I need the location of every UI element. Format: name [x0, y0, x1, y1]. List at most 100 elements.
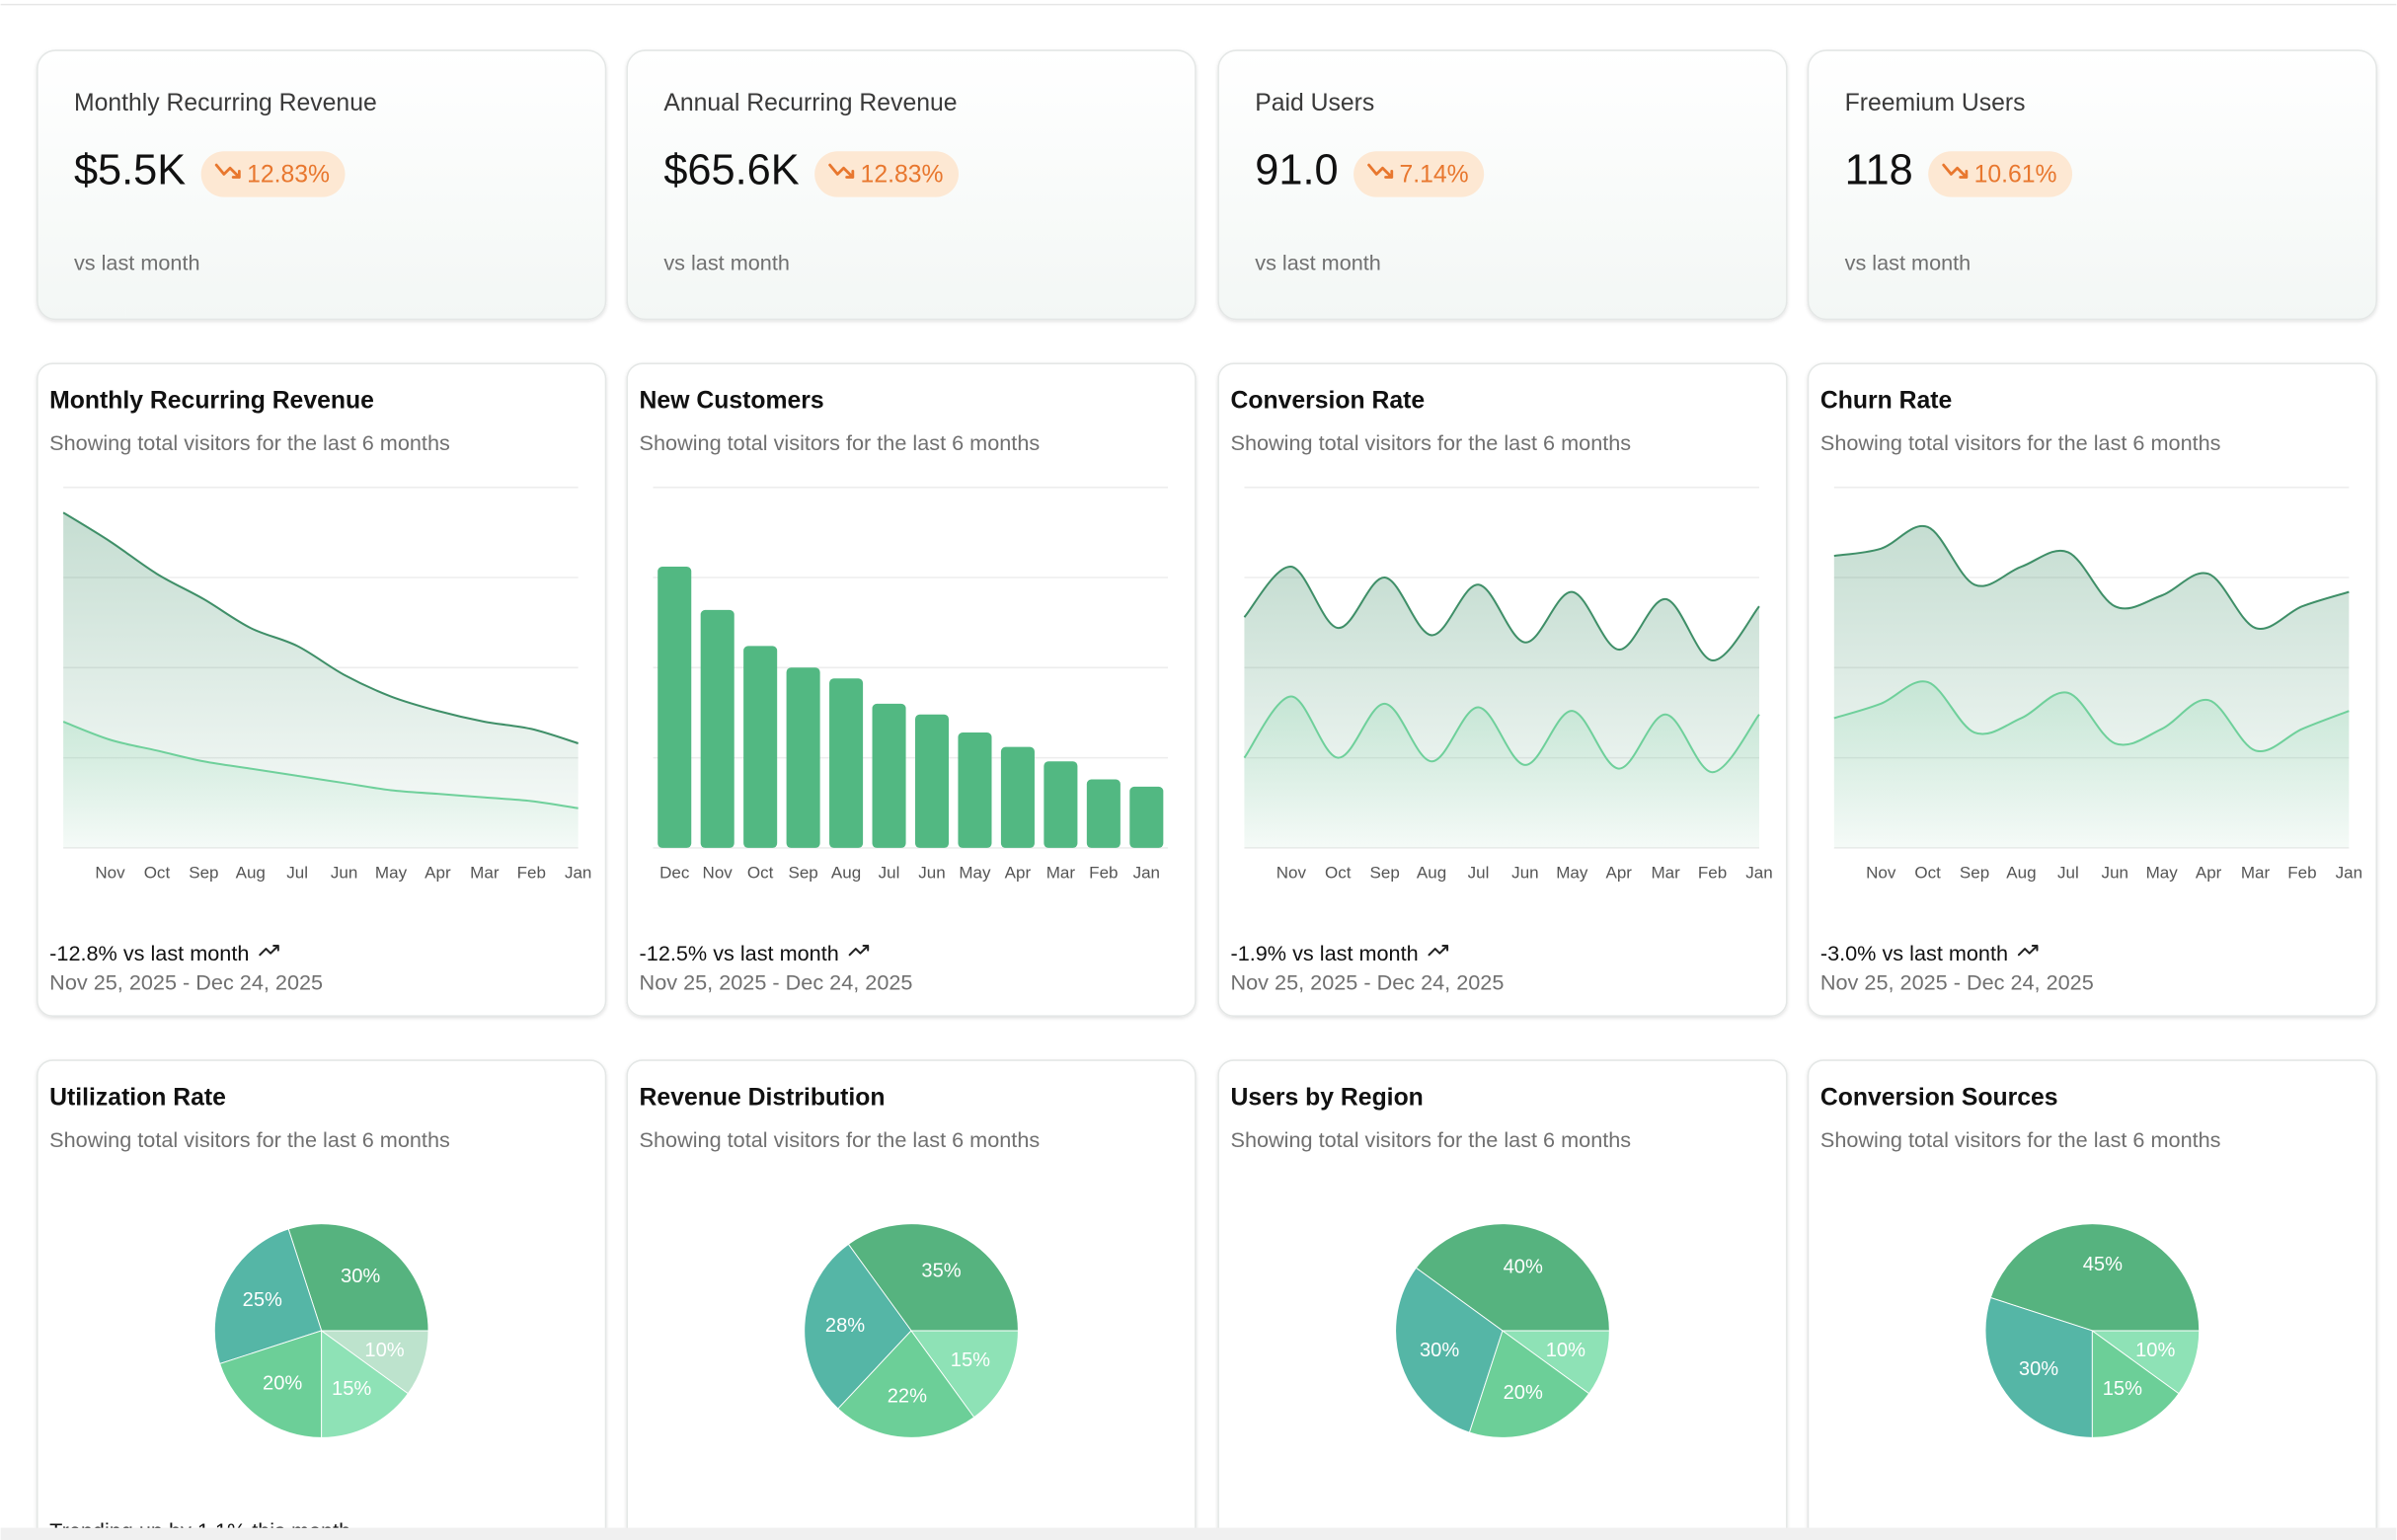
x-tick-label: May — [375, 864, 408, 883]
pie-slice — [1984, 1296, 2093, 1438]
bar — [1044, 761, 1078, 848]
chart-title: New Customers — [640, 388, 824, 415]
chart-subtitle: Showing total visitors for the last 6 mo… — [1820, 1127, 2221, 1152]
chart-date-range: Nov 25, 2025 - Dec 24, 2025 — [640, 969, 913, 994]
chart-date-range: Nov 25, 2025 - Dec 24, 2025 — [49, 969, 323, 994]
pie-label: 22% — [888, 1385, 927, 1407]
pie-slice — [1501, 1330, 1610, 1395]
pie-slice — [910, 1330, 1019, 1419]
kpi-title: Freemium Users — [1845, 90, 2026, 116]
pie-label: 15% — [951, 1349, 990, 1371]
chart-title: Churn Rate — [1820, 388, 1952, 415]
kpi-note: vs last month — [1255, 250, 1381, 274]
area-fill — [63, 722, 579, 848]
pie-label: 25% — [243, 1289, 282, 1311]
x-tick-label: May — [959, 864, 991, 883]
trend-down-icon — [1367, 163, 1394, 179]
pie-label: 10% — [1546, 1340, 1585, 1361]
kpi-badge — [814, 151, 959, 197]
x-tick-label: Dec — [659, 864, 690, 883]
x-tick-label: Nov — [1866, 864, 1896, 883]
x-tick-label: Jan — [1133, 864, 1160, 883]
line — [1243, 566, 1760, 662]
x-tick-label: Sep — [1960, 864, 1989, 883]
kpi-badge — [200, 151, 346, 197]
kpi-badge — [1353, 151, 1485, 197]
kpi-change: 10.61% — [1974, 162, 2057, 189]
x-tick-label: Aug — [236, 864, 266, 883]
chart-subtitle: Showing total visitors for the last 6 mo… — [640, 1127, 1041, 1152]
pie-label: 10% — [2135, 1340, 2175, 1361]
chart-footer: -12.8% vs last month — [49, 941, 249, 965]
pie-slice — [837, 1330, 975, 1438]
pie-label: 30% — [1420, 1340, 1459, 1361]
x-tick-label: Jul — [879, 864, 900, 883]
bar — [786, 667, 820, 848]
x-tick-label: Jan — [565, 864, 591, 883]
x-tick-label: Jan — [2336, 864, 2362, 883]
kpi-badge — [1928, 151, 2073, 197]
pie-label: 15% — [332, 1378, 371, 1400]
pie-slice — [847, 1223, 1019, 1332]
pie-label: 10% — [364, 1340, 404, 1361]
kpi-note: vs last month — [74, 250, 200, 274]
pie-label: 45% — [2083, 1254, 2123, 1275]
bar — [958, 732, 992, 848]
pie-slice — [213, 1228, 323, 1365]
x-tick-label: Apr — [425, 864, 451, 883]
kpi-card — [1217, 49, 1788, 321]
kpi-change: 12.83% — [247, 162, 330, 189]
area-fill — [1244, 696, 1759, 848]
pie-slice — [2091, 1330, 2180, 1438]
x-tick-label: Jun — [331, 864, 357, 883]
pie-label: 20% — [1504, 1382, 1543, 1404]
x-tick-label: Mar — [1651, 864, 1680, 883]
chart-subtitle: Showing total visitors for the last 6 mo… — [1231, 1127, 1632, 1152]
kpi-value: $5.5K — [74, 146, 186, 193]
x-tick-label: Apr — [1605, 864, 1632, 883]
x-tick-label: Jun — [1511, 864, 1538, 883]
chart-title: Conversion Rate — [1231, 388, 1426, 415]
kpi-value: 91.0 — [1255, 146, 1338, 193]
pie-slice — [219, 1330, 323, 1438]
bar — [1000, 746, 1035, 848]
x-tick-label: Jun — [918, 864, 945, 883]
bar — [1129, 786, 1164, 848]
chart-footer: -1.9% vs last month — [1231, 941, 1419, 965]
pie-slice — [804, 1243, 912, 1410]
trend-icon — [259, 944, 279, 957]
bar — [829, 678, 864, 848]
trend-down-icon — [828, 163, 855, 179]
pie-label: 35% — [921, 1260, 961, 1281]
x-tick-label: Sep — [1370, 864, 1400, 883]
pie-slice — [287, 1223, 429, 1332]
pie-slice — [1989, 1223, 2201, 1332]
x-tick-label: Jul — [2057, 864, 2079, 883]
chart-subtitle: Showing total visitors for the last 6 mo… — [1231, 430, 1632, 455]
x-tick-label: Feb — [1698, 864, 1727, 883]
trend-icon — [848, 944, 870, 957]
chart-card — [626, 362, 1197, 1017]
x-tick-label: Apr — [2196, 864, 2222, 883]
chart-date-range: Nov 25, 2025 - Dec 24, 2025 — [1231, 969, 1505, 994]
x-tick-label: Mar — [2241, 864, 2271, 883]
bar — [872, 703, 906, 848]
x-tick-label: Aug — [1417, 864, 1446, 883]
pie-slice — [1468, 1330, 1590, 1438]
x-tick-label: Feb — [1089, 864, 1118, 883]
kpi-note: vs last month — [663, 250, 790, 274]
chart-title: Conversion Sources — [1820, 1084, 2058, 1111]
trend-icon — [2017, 944, 2039, 957]
x-tick-label: Aug — [2006, 864, 2036, 883]
x-tick-label: Nov — [1276, 864, 1307, 883]
bar — [1086, 779, 1121, 848]
pie-slice — [1415, 1223, 1610, 1332]
pie-label: 15% — [2103, 1378, 2142, 1400]
pie-label: 30% — [341, 1266, 380, 1287]
kpi-value: $65.6K — [663, 146, 799, 193]
x-tick-label: Sep — [189, 864, 218, 883]
x-tick-label: Oct — [1325, 864, 1352, 883]
chart-title: Utilization Rate — [49, 1084, 226, 1111]
